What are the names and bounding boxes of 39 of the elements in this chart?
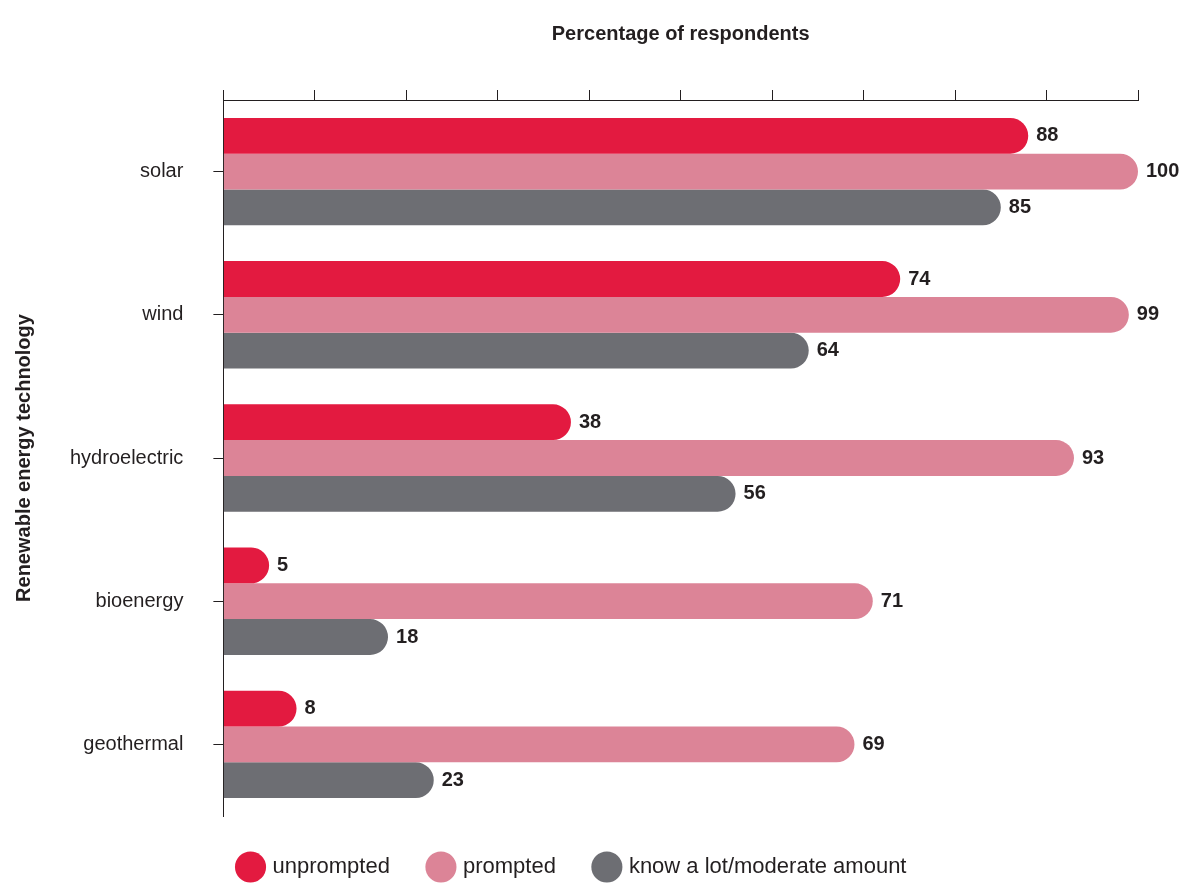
y-tick-label: geothermal: [83, 731, 184, 754]
data-label: 93: [1081, 445, 1105, 468]
bar: [223, 619, 389, 655]
data-label: 8: [304, 696, 316, 719]
data-label: 74: [908, 266, 932, 289]
bar: [223, 296, 1129, 333]
data-label: 5: [277, 552, 289, 575]
data-label: 85: [1008, 194, 1032, 217]
x-axis-title: Percentage of respondents: [551, 21, 810, 44]
bar: [223, 583, 873, 620]
data-label: 88: [1036, 123, 1059, 146]
y-tick-label: wind: [141, 302, 184, 325]
data-label: 38: [578, 409, 602, 432]
bar: [223, 726, 855, 763]
data-label: 23: [441, 767, 464, 790]
data-label: 56: [743, 481, 766, 504]
legend-label: prompted: [462, 853, 556, 879]
bar: [223, 189, 1001, 226]
y-axis-title: Renewable energy technology: [11, 313, 34, 602]
bar: [223, 475, 736, 512]
bar: [223, 440, 1074, 476]
data-label: 18: [396, 624, 419, 647]
data-label: 69: [862, 731, 885, 754]
bar: [223, 261, 901, 297]
data-label: 64: [816, 338, 840, 361]
y-tick-label: hydroelectric: [69, 445, 184, 468]
data-label: 99: [1136, 302, 1160, 325]
legend-label: know a lot/moderate amount: [628, 853, 907, 879]
y-tick-label: bioenergy: [95, 588, 184, 611]
bar: [223, 153, 1138, 190]
bar: [223, 117, 1029, 154]
bar: [223, 332, 809, 369]
bar: [223, 690, 297, 727]
data-label: 100: [1146, 159, 1180, 182]
bar: [223, 762, 434, 799]
bar: [223, 404, 571, 441]
data-label: 71: [880, 588, 904, 611]
y-tick-label: solar: [140, 159, 184, 182]
legend-label: unprompted: [272, 853, 390, 879]
